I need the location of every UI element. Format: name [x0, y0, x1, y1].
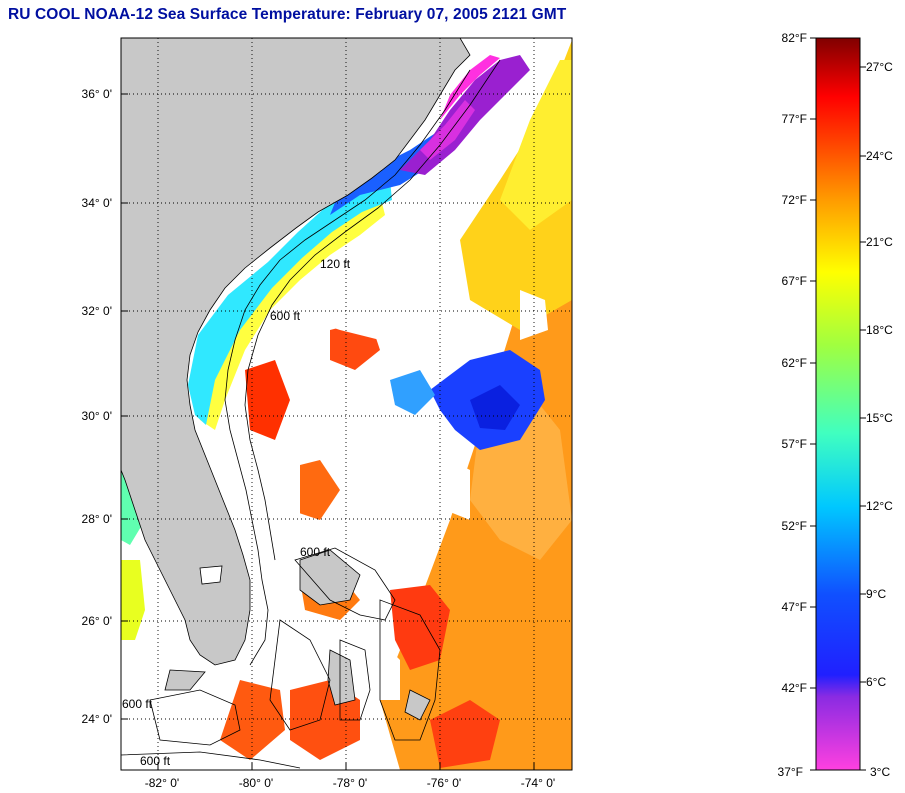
colorbar-ticks: [810, 37, 866, 771]
colorbar-f-label: 77°F: [782, 112, 807, 126]
lat-label: 34° 0': [82, 196, 112, 210]
celsius-labels: 27°C 24°C 21°C 18°C 15°C 12°C 9°C 6°C 3°…: [866, 60, 893, 779]
colorbar-c-label: 12°C: [866, 499, 893, 513]
land: [121, 38, 471, 721]
colorbar-c-label: 15°C: [866, 411, 893, 425]
fahrenheit-labels: 82°F 77°F 72°F 67°F 62°F 57°F 52°F 47°F …: [778, 31, 807, 779]
lon-label: -80° 0': [239, 776, 273, 790]
colorbar-c-label: 24°C: [866, 149, 893, 163]
colorbar-c-label: 6°C: [866, 675, 886, 689]
sst-field: [121, 40, 572, 770]
colorbar-c-label: 21°C: [866, 235, 893, 249]
map-title: RU COOL NOAA-12 Sea Surface Temperature:…: [8, 6, 567, 23]
lat-label: 28° 0': [82, 512, 112, 526]
lat-label: 32° 0': [82, 304, 112, 318]
lon-label: -82° 0': [145, 776, 179, 790]
lat-label: 26° 0': [82, 614, 112, 628]
contour-labels: 120 ft 600 ft 600 ft 600 ft 600 ft: [122, 257, 351, 768]
lat-label: 36° 0': [82, 87, 112, 101]
bathymetry-contours: [121, 59, 501, 769]
axis-ticks: [121, 93, 535, 770]
lon-label: -74° 0': [521, 776, 555, 790]
colorbar-gradient: [815, 37, 861, 771]
lat-label: 30° 0': [82, 409, 112, 423]
colorbar-f-label: 47°F: [782, 600, 807, 614]
colorbar-f-label: 82°F: [782, 31, 807, 45]
contour-label: 600 ft: [140, 754, 171, 768]
colorbar-f-label: 67°F: [782, 274, 807, 288]
colorbar-c-label: 18°C: [866, 323, 893, 337]
colorbar-c-label: 27°C: [866, 60, 893, 74]
colorbar-f-label: 57°F: [782, 437, 807, 451]
longitude-labels: -82° 0' -80° 0' -78° 0' -76° 0' -74° 0': [145, 776, 555, 790]
colorbar-c-label: 3°C: [870, 765, 890, 779]
cloud-cover: [248, 290, 548, 700]
map-panel: 120 ft 600 ft 600 ft 600 ft 600 ft: [121, 38, 572, 770]
colorbar: 82°F 77°F 72°F 67°F 62°F 57°F 52°F 47°F …: [778, 31, 894, 779]
contour-label: 600 ft: [270, 309, 301, 323]
colorbar-f-label: 62°F: [782, 356, 807, 370]
contour-label: 600 ft: [300, 545, 331, 559]
colorbar-f-label: 72°F: [782, 193, 807, 207]
colorbar-c-label: 9°C: [866, 587, 886, 601]
contour-label: 600 ft: [122, 697, 153, 711]
colorbar-f-label: 37°F: [778, 765, 803, 779]
lat-label: 24° 0': [82, 712, 112, 726]
colorbar-f-label: 42°F: [782, 681, 807, 695]
latitude-labels: 36° 0' 34° 0' 32° 0' 30° 0' 28° 0' 26° 0…: [82, 87, 112, 726]
lon-label: -76° 0': [427, 776, 461, 790]
colorbar-f-label: 52°F: [782, 519, 807, 533]
lon-label: -78° 0': [333, 776, 367, 790]
contour-label: 120 ft: [320, 257, 351, 271]
